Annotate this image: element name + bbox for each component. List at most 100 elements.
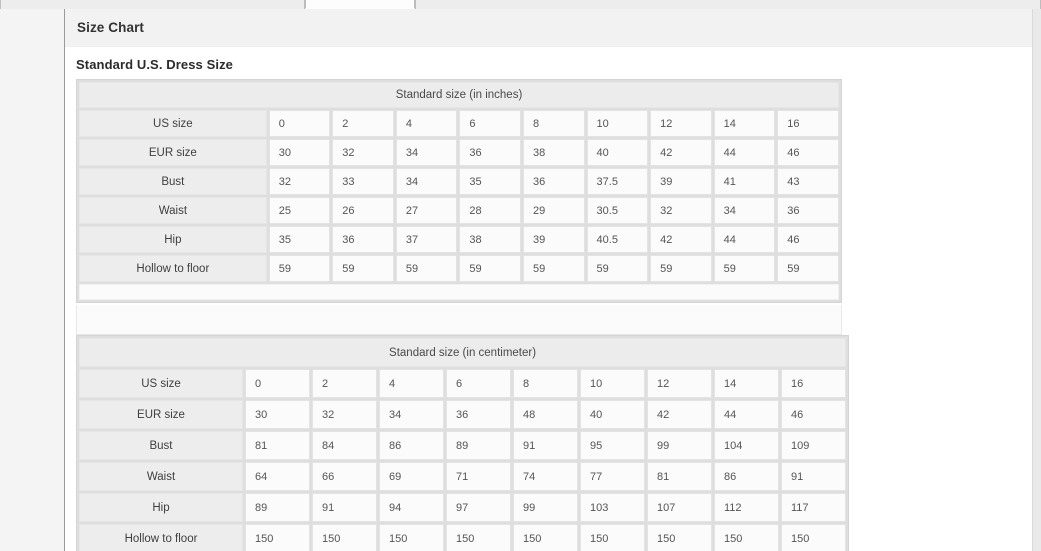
size-table-inches: Standard size (in inches) US size 0 2 4 6 8 10 1… bbox=[76, 79, 842, 303]
table-row: Waist 25 26 27 28 29 30.5 32 34 36 bbox=[79, 197, 839, 224]
table-cell: 117 bbox=[781, 493, 847, 522]
table-cell: 0 bbox=[268, 110, 331, 137]
table-cell: 32 bbox=[268, 168, 331, 195]
table-cell: 16 bbox=[781, 369, 847, 398]
table-trailing-spacer-row bbox=[79, 284, 839, 300]
table-separator-strip bbox=[76, 305, 842, 335]
table-caption: Standard size (in inches) bbox=[79, 82, 839, 108]
table-cell: 89 bbox=[446, 431, 511, 460]
table-row: Hip 35 36 37 38 39 40.5 42 44 46 bbox=[79, 226, 839, 253]
table-cell: 59 bbox=[395, 255, 458, 282]
table-cell: 59 bbox=[522, 255, 585, 282]
table-row: Hollow to floor 150 150 150 150 150 150 150 150 1… bbox=[79, 524, 847, 551]
browser-tab-1[interactable] bbox=[305, 0, 415, 9]
browser-tab-0[interactable] bbox=[0, 0, 305, 9]
table-cell: 32 bbox=[650, 197, 712, 224]
size-table-inches-body: Standard size (in inches) US size 0 2 4 6 8 10 1… bbox=[79, 82, 839, 300]
table-cell: 29 bbox=[522, 197, 585, 224]
row-label: Hip bbox=[79, 226, 267, 253]
size-table-centimeter-body: Standard size (in centimeter) US size 0 2 4 6… bbox=[79, 338, 847, 551]
table-cell: 59 bbox=[650, 255, 712, 282]
table-cell: 59 bbox=[777, 255, 839, 282]
row-label: US size bbox=[79, 110, 267, 137]
size-table-centimeter: Standard size (in centimeter) US size 0 2 4 6… bbox=[76, 335, 850, 551]
size-chart-body: Standard U.S. Dress Size Standard size (… bbox=[65, 47, 1032, 551]
table-cell: 25 bbox=[268, 197, 331, 224]
table-cell: 2 bbox=[312, 369, 377, 398]
table-cell: 28 bbox=[459, 197, 521, 224]
table-cell: 81 bbox=[647, 462, 712, 491]
table-cell: 59 bbox=[586, 255, 649, 282]
row-label: Waist bbox=[79, 462, 243, 491]
table-cell: 30 bbox=[268, 139, 331, 166]
table-row: EUR size 30 32 34 36 38 40 42 44 46 bbox=[79, 139, 839, 166]
table-cell: 40.5 bbox=[586, 226, 649, 253]
table-spacer-cell bbox=[79, 284, 839, 300]
table-cell: 46 bbox=[781, 400, 847, 429]
row-label: EUR size bbox=[79, 139, 267, 166]
table-cell: 43 bbox=[777, 168, 839, 195]
table-cell: 71 bbox=[446, 462, 511, 491]
table-cell: 38 bbox=[522, 139, 585, 166]
table-cell: 150 bbox=[714, 524, 779, 551]
table-cell: 150 bbox=[647, 524, 712, 551]
table-row: Hip 89 91 94 97 99 103 107 112 117 bbox=[79, 493, 847, 522]
table-cell: 150 bbox=[781, 524, 847, 551]
table-cell: 10 bbox=[586, 110, 649, 137]
table-cell: 14 bbox=[714, 369, 779, 398]
table-cell: 64 bbox=[245, 462, 310, 491]
table-cell: 36 bbox=[446, 400, 511, 429]
table-cell: 150 bbox=[580, 524, 645, 551]
size-chart-header: Size Chart bbox=[65, 9, 1032, 47]
table-cell: 32 bbox=[312, 400, 377, 429]
table-cell: 81 bbox=[245, 431, 310, 460]
table-cell: 99 bbox=[647, 431, 712, 460]
table-cell: 150 bbox=[245, 524, 310, 551]
table-cell: 36 bbox=[459, 139, 521, 166]
table-cell: 37 bbox=[395, 226, 458, 253]
table-cell: 107 bbox=[647, 493, 712, 522]
table-row: US size 0 2 4 6 8 10 12 14 16 bbox=[79, 369, 847, 398]
table-cell: 42 bbox=[647, 400, 712, 429]
left-gutter bbox=[0, 9, 64, 551]
table-cell: 10 bbox=[580, 369, 645, 398]
table-cell: 86 bbox=[379, 431, 444, 460]
page-title: Size Chart bbox=[77, 20, 145, 35]
table-cell: 36 bbox=[522, 168, 585, 195]
table-cell: 150 bbox=[379, 524, 444, 551]
inches-table-wrapper: Standard size (in inches) US size 0 2 4 6 8 10 1… bbox=[65, 79, 1032, 303]
table-cell: 95 bbox=[580, 431, 645, 460]
table-row: Waist 64 66 69 71 74 77 81 86 91 bbox=[79, 462, 847, 491]
table-cell: 99 bbox=[513, 493, 578, 522]
table-row: US size 0 2 4 6 8 10 12 14 16 bbox=[79, 110, 839, 137]
table-cell: 0 bbox=[245, 369, 310, 398]
table-cell: 104 bbox=[714, 431, 779, 460]
table-cell: 44 bbox=[713, 139, 776, 166]
table-cell: 150 bbox=[312, 524, 377, 551]
row-label: EUR size bbox=[79, 400, 243, 429]
page-content-column: Size Chart Standard U.S. Dress Size Stan… bbox=[64, 9, 1033, 551]
table-cell: 39 bbox=[522, 226, 585, 253]
row-label: Hollow to floor bbox=[79, 524, 243, 551]
section-title: Standard U.S. Dress Size bbox=[76, 57, 234, 72]
table-row: Bust 81 84 86 89 91 95 99 104 109 bbox=[79, 431, 847, 460]
table-cell: 48 bbox=[513, 400, 578, 429]
table-cell: 42 bbox=[650, 226, 712, 253]
table-cell: 69 bbox=[379, 462, 444, 491]
table-cell: 89 bbox=[245, 493, 310, 522]
table-caption-row: Standard size (in centimeter) bbox=[79, 338, 847, 367]
table-cell: 6 bbox=[459, 110, 521, 137]
table-cell: 74 bbox=[513, 462, 578, 491]
table-cell: 27 bbox=[395, 197, 458, 224]
row-label: US size bbox=[79, 369, 243, 398]
table-cell: 150 bbox=[446, 524, 511, 551]
table-cell: 41 bbox=[713, 168, 776, 195]
table-cell: 26 bbox=[332, 197, 394, 224]
table-cell: 97 bbox=[446, 493, 511, 522]
browser-tab-2[interactable] bbox=[415, 0, 1041, 9]
row-label: Bust bbox=[79, 168, 267, 195]
table-cell: 35 bbox=[268, 226, 331, 253]
table-cell: 34 bbox=[395, 168, 458, 195]
table-cell: 59 bbox=[268, 255, 331, 282]
table-cell: 94 bbox=[379, 493, 444, 522]
